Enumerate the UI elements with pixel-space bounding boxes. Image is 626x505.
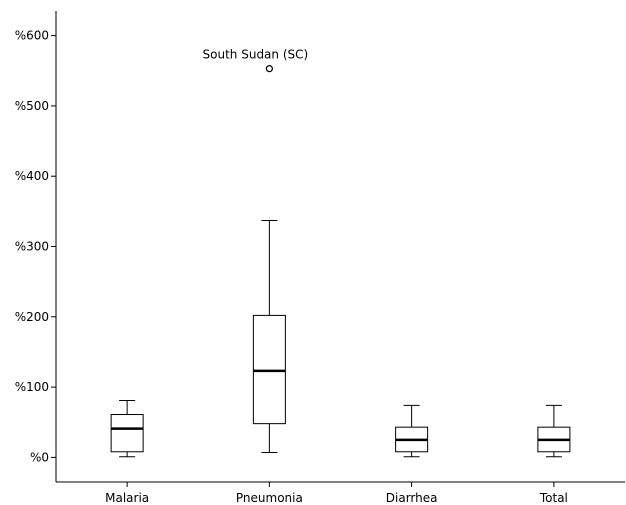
x-tick-label: Malaria — [105, 491, 149, 505]
y-tick-label: %500 — [15, 99, 49, 113]
x-tick-label: Pneumonia — [236, 491, 303, 505]
y-tick-label: %200 — [15, 310, 49, 324]
box-total — [537, 404, 571, 458]
y-tick-label: %400 — [15, 169, 49, 183]
x-tick-label: Total — [539, 491, 568, 505]
y-tick-label: %600 — [15, 29, 49, 43]
axes: %0 %100 %200 %300 %400 %500 %600 Malaria Pneumon… — [15, 11, 625, 505]
box-malaria — [110, 399, 144, 458]
iqr-box — [252, 314, 286, 425]
box-pneumonia: South Sudan (SC) — [203, 48, 309, 453]
outlier-point — [265, 65, 273, 73]
boxes: South Sudan (SC) — [110, 48, 571, 458]
iqr-box — [110, 414, 144, 453]
outlier-label: South Sudan (SC) — [203, 48, 309, 62]
box-diarrhea — [395, 404, 429, 458]
y-tick-label: %0 — [30, 450, 49, 464]
y-tick-label: %100 — [15, 380, 49, 394]
x-tick-label: Diarrhea — [386, 491, 438, 505]
y-tick-label: %300 — [15, 240, 49, 254]
